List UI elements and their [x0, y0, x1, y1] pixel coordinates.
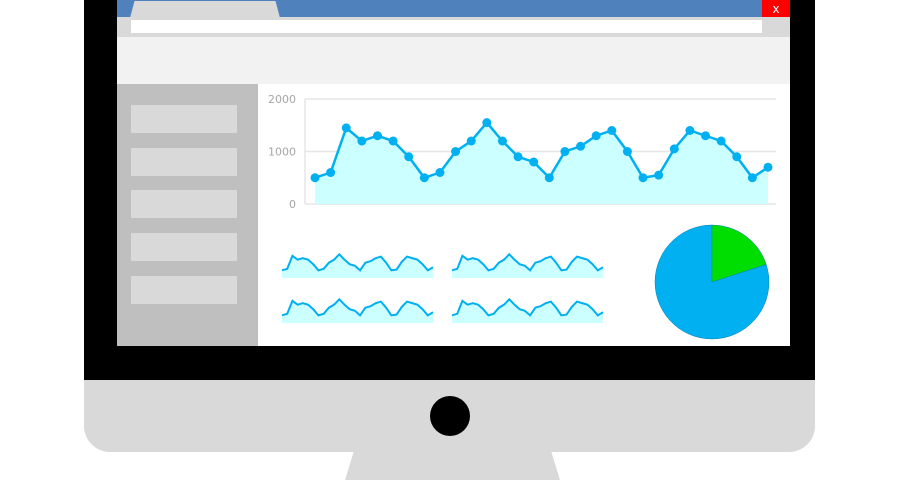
y-tick-label: 2000 [268, 93, 296, 106]
data-point [669, 144, 679, 154]
data-point [654, 170, 664, 180]
data-point [404, 152, 414, 162]
sparkline [451, 252, 604, 272]
data-point [544, 173, 554, 183]
data-point [513, 152, 523, 162]
data-point [732, 152, 742, 162]
sidebar-item[interactable] [131, 148, 237, 176]
pie-slice [711, 224, 767, 283]
data-point [685, 126, 695, 135]
data-point [341, 123, 351, 133]
title-bar [117, 0, 790, 17]
data-point [326, 168, 336, 177]
data-point [622, 147, 632, 156]
y-tick-label: 0 [289, 198, 296, 211]
data-point [466, 136, 476, 146]
address-bar-area [117, 17, 790, 37]
data-point [357, 136, 367, 146]
sidebar-item[interactable] [131, 105, 237, 133]
sidebar-item[interactable] [131, 276, 237, 304]
pie-slice [654, 224, 770, 340]
data-point [372, 131, 382, 141]
data-point [560, 147, 570, 156]
data-point [435, 168, 445, 177]
sparkline [281, 252, 434, 272]
data-point [529, 157, 539, 167]
data-point [482, 118, 492, 128]
data-point [607, 126, 617, 135]
data-point [451, 147, 461, 156]
address-input[interactable] [131, 20, 762, 33]
area-fill [315, 122, 768, 204]
toolbar [117, 37, 790, 84]
sparkline [451, 297, 604, 317]
data-point [576, 141, 586, 151]
data-point [638, 173, 648, 183]
data-point [310, 173, 320, 183]
sidebar-item[interactable] [131, 190, 237, 218]
sidebar [117, 84, 258, 346]
data-point [388, 136, 398, 146]
data-point [497, 136, 507, 146]
monitor-stand [345, 452, 560, 480]
data-point [716, 136, 726, 146]
close-button[interactable]: x [762, 0, 790, 17]
sidebar-item[interactable] [131, 233, 237, 261]
sparkline-fill [282, 299, 433, 323]
data-point [763, 162, 773, 172]
monitor-logo-circle [430, 396, 470, 436]
sparkline-fill [452, 299, 603, 323]
sparkline [281, 297, 434, 317]
sparkline-fill [282, 254, 433, 278]
sparkline-fill [452, 254, 603, 278]
data-point [747, 173, 757, 183]
data-point [701, 131, 711, 141]
data-point [419, 173, 429, 183]
y-tick-label: 1000 [268, 146, 296, 159]
browser-tab[interactable] [130, 1, 280, 18]
data-point [591, 131, 601, 141]
